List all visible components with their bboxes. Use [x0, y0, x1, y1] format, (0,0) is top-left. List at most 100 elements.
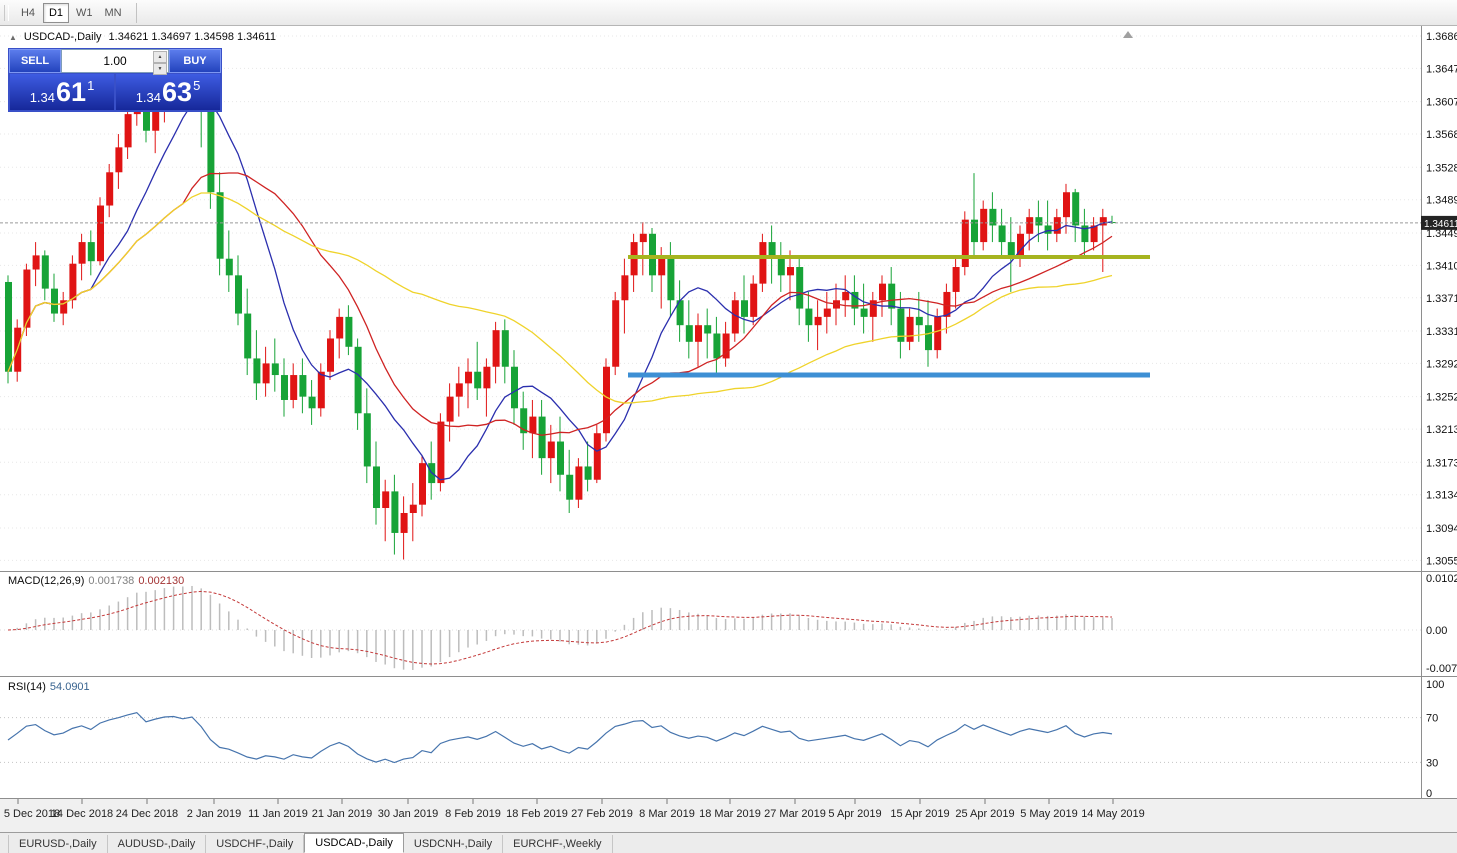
price-chart[interactable]: 1.368601.364701.360701.356801.352801.348… [0, 26, 1457, 832]
svg-text:70: 70 [1426, 713, 1438, 725]
svg-text:1.34100: 1.34100 [1426, 260, 1457, 272]
svg-text:1.36070: 1.36070 [1426, 97, 1457, 109]
one-click-collapse-icon[interactable]: ▲ [9, 32, 17, 42]
svg-text:5 Apr 2019: 5 Apr 2019 [828, 808, 881, 820]
sell-price-pipette: 1 [87, 78, 95, 93]
timeframe-button-h4[interactable]: H4 [15, 3, 41, 23]
svg-text:1.35280: 1.35280 [1426, 162, 1457, 174]
lot-decrease-button[interactable]: ▼ [153, 63, 167, 75]
macd-signal-line [7, 590, 1113, 665]
chart-tab-usdcad-daily[interactable]: USDCAD-,Daily [304, 833, 404, 853]
svg-text:30 Jan 2019: 30 Jan 2019 [378, 808, 439, 820]
one-click-trading-panel: SELL 1.00 ▲ ▼ BUY 1.34 61 1 1.34 63 5 [8, 48, 222, 112]
rsi-value: 54.0901 [49, 681, 90, 693]
lot-size-value: 1.00 [103, 54, 127, 68]
svg-text:14 May 2019: 14 May 2019 [1081, 808, 1145, 820]
svg-text:1.31730: 1.31730 [1426, 457, 1457, 469]
svg-text:14 Dec 2018: 14 Dec 2018 [51, 808, 113, 820]
buy-price-pipette: 5 [193, 78, 201, 93]
chart-window: 1.368601.364701.360701.356801.352801.348… [0, 26, 1457, 832]
rsi-label: RSI(14) 54.0901 [8, 681, 90, 693]
sell-price[interactable]: 1.34 61 1 [9, 73, 115, 111]
svg-text:24 Dec 2018: 24 Dec 2018 [116, 808, 178, 820]
chart-symbol-label: USDCAD-,Daily [23, 31, 102, 43]
timeframe-toolbar: H4 D1 W1 MN [0, 0, 1457, 26]
sell-price-prefix: 1.34 [29, 90, 56, 105]
rsi-line [7, 711, 1113, 764]
svg-text:15 Apr 2019: 15 Apr 2019 [890, 808, 949, 820]
lot-spinner: ▲ ▼ [153, 51, 167, 75]
svg-text:0.010225: 0.010225 [1426, 573, 1457, 585]
svg-text:11 Jan 2019: 11 Jan 2019 [248, 808, 308, 820]
macd-label: MACD(12,26,9) 0.001738 0.002130 [8, 575, 184, 587]
svg-text:100: 100 [1426, 679, 1444, 691]
chart-tab-usdchf-daily[interactable]: USDCHF-,Daily [206, 835, 305, 853]
lot-size-field[interactable]: 1.00 ▲ ▼ [61, 49, 169, 75]
svg-text:1.36470: 1.36470 [1426, 63, 1457, 75]
timeframe-buttons: H4 D1 W1 MN [14, 2, 128, 23]
one-click-prices: 1.34 61 1 1.34 63 5 [9, 73, 221, 111]
ma-slow-yellow [7, 192, 1113, 404]
svg-text:5 May 2019: 5 May 2019 [1020, 808, 1077, 820]
chart-tabs-bar: EURUSD-,Daily AUDUSD-,Daily USDCHF-,Daily U… [0, 832, 1457, 853]
svg-text:27 Mar 2019: 27 Mar 2019 [764, 808, 826, 820]
svg-text:1.32130: 1.32130 [1426, 424, 1457, 436]
chart-tab-usdcnh-daily[interactable]: USDCNH-,Daily [404, 835, 504, 853]
svg-text:18 Feb 2019: 18 Feb 2019 [506, 808, 568, 820]
chart-shift-icon[interactable] [1123, 31, 1133, 38]
svg-text:8 Mar 2019: 8 Mar 2019 [639, 808, 695, 820]
svg-text:-0.00747: -0.00747 [1426, 663, 1457, 675]
buy-price-big: 63 [162, 76, 193, 107]
svg-text:30: 30 [1426, 757, 1438, 769]
sell-button[interactable]: SELL [9, 49, 61, 73]
sell-price-big: 61 [56, 76, 87, 107]
lot-increase-button[interactable]: ▲ [153, 51, 167, 63]
one-click-controls: SELL 1.00 ▲ ▼ BUY [9, 49, 221, 75]
svg-text:18 Mar 2019: 18 Mar 2019 [699, 808, 761, 820]
svg-text:0: 0 [1426, 788, 1432, 800]
svg-text:21 Jan 2019: 21 Jan 2019 [312, 808, 373, 820]
chart-ohlc-values: 1.34621 1.34697 1.34598 1.34611 [108, 31, 276, 43]
buy-button[interactable]: BUY [169, 49, 221, 73]
svg-text:1.36860: 1.36860 [1426, 31, 1457, 43]
timeframe-button-d1[interactable]: D1 [43, 2, 69, 23]
svg-text:1.32520: 1.32520 [1426, 392, 1457, 404]
chart-title: ▲ USDCAD-,Daily 1.34621 1.34697 1.34598 … [9, 31, 276, 43]
svg-text:1.32920: 1.32920 [1426, 358, 1457, 370]
svg-text:1.34490: 1.34490 [1426, 228, 1457, 240]
plot-area [0, 35, 1421, 764]
svg-text:8 Feb 2019: 8 Feb 2019 [445, 808, 501, 820]
svg-text:1.33310: 1.33310 [1426, 326, 1457, 338]
svg-text:0.00: 0.00 [1426, 625, 1447, 637]
macd-histogram [16, 585, 1113, 670]
chart-tab-audusd-daily[interactable]: AUDUSD-,Daily [108, 835, 207, 853]
ma-mid-red [7, 172, 1113, 436]
timeframe-button-mn[interactable]: MN [100, 3, 127, 23]
svg-text:27 Feb 2019: 27 Feb 2019 [571, 808, 633, 820]
macd-main-value: 0.001738 [88, 575, 135, 587]
svg-text:1.30940: 1.30940 [1426, 523, 1457, 535]
toolbar-separator [135, 2, 137, 23]
bid-price-tag [1421, 215, 1457, 230]
buy-price-prefix: 1.34 [135, 90, 162, 105]
timeframe-button-w1[interactable]: W1 [71, 3, 98, 23]
svg-text:2 Jan 2019: 2 Jan 2019 [187, 808, 241, 820]
candles [5, 54, 1116, 560]
svg-text:1.34890: 1.34890 [1426, 195, 1457, 207]
buy-price[interactable]: 1.34 63 5 [115, 73, 221, 111]
svg-text:1.34611: 1.34611 [1424, 219, 1457, 230]
toolbar-grip[interactable] [4, 4, 9, 21]
chart-tab-eurchf-weekly[interactable]: EURCHF-,Weekly [503, 835, 613, 853]
svg-text:5 Dec 2018: 5 Dec 2018 [4, 808, 60, 820]
macd-name: MACD(12,26,9) [8, 575, 85, 587]
svg-text:1.35680: 1.35680 [1426, 129, 1457, 141]
macd-signal-value: 0.002130 [138, 575, 185, 587]
svg-text:1.31340: 1.31340 [1426, 490, 1457, 502]
price-axis-labels: 1.36860 1.36470 1.36070 1.35680 1.35280 1.348… [1426, 31, 1457, 567]
svg-text:25 Apr 2019: 25 Apr 2019 [955, 808, 1014, 820]
date-axis-strip [0, 799, 1457, 832]
chart-tab-eurusd-daily[interactable]: EURUSD-,Daily [8, 835, 108, 853]
